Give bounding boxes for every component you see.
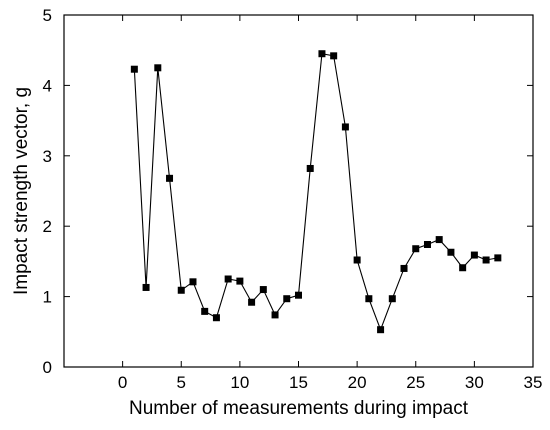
y-axis-title: Impact strength vector, g [11,87,32,295]
series-line [133,53,498,332]
data-point [447,248,455,256]
data-point [435,236,443,244]
data-point [177,286,185,294]
x-tick-label: 15 [289,373,308,392]
data-point [212,314,220,322]
data-point [330,52,338,60]
data-point [283,295,291,303]
x-axis-ticks: 0 5 10 15 20 25 30 35 [118,15,543,392]
x-axis-title: Number of measurements during impact [129,398,469,419]
y-tick-label: 3 [43,147,52,166]
data-point [189,278,197,286]
data-point [341,123,349,131]
data-point [295,291,302,299]
data-point [482,256,490,264]
data-point [248,298,256,306]
y-tick-label: 1 [43,288,52,307]
data-point [166,174,174,182]
data-point [236,277,244,285]
data-point [353,256,361,264]
data-points [130,50,502,334]
data-point [142,283,150,291]
x-tick-label: 20 [348,373,367,392]
data-point [318,50,326,58]
y-tick-label: 2 [43,217,52,236]
data-point [470,251,478,259]
data-point [412,245,420,253]
data-point [259,286,267,294]
x-tick-label: 10 [230,373,249,392]
data-point [423,241,431,248]
data-point [388,295,396,303]
data-point [377,326,385,334]
data-point [400,264,408,272]
y-tick-label: 4 [43,76,52,95]
data-point [224,275,232,283]
y-tick-label: 0 [43,358,52,377]
x-tick-label: 35 [524,373,543,392]
data-point [130,65,138,73]
x-tick-label: 30 [465,373,484,392]
data-point [271,311,279,319]
data-point [201,307,209,315]
x-tick-label: 25 [406,373,425,392]
data-point [365,295,373,303]
data-point [494,254,502,262]
data-point [306,164,314,172]
y-axis-ticks: 0 1 2 3 4 5 [43,6,533,377]
data-point [154,64,162,72]
x-tick-label: 0 [118,373,127,392]
y-tick-label: 5 [43,6,52,25]
data-point [459,264,467,272]
x-tick-label: 5 [177,373,186,392]
